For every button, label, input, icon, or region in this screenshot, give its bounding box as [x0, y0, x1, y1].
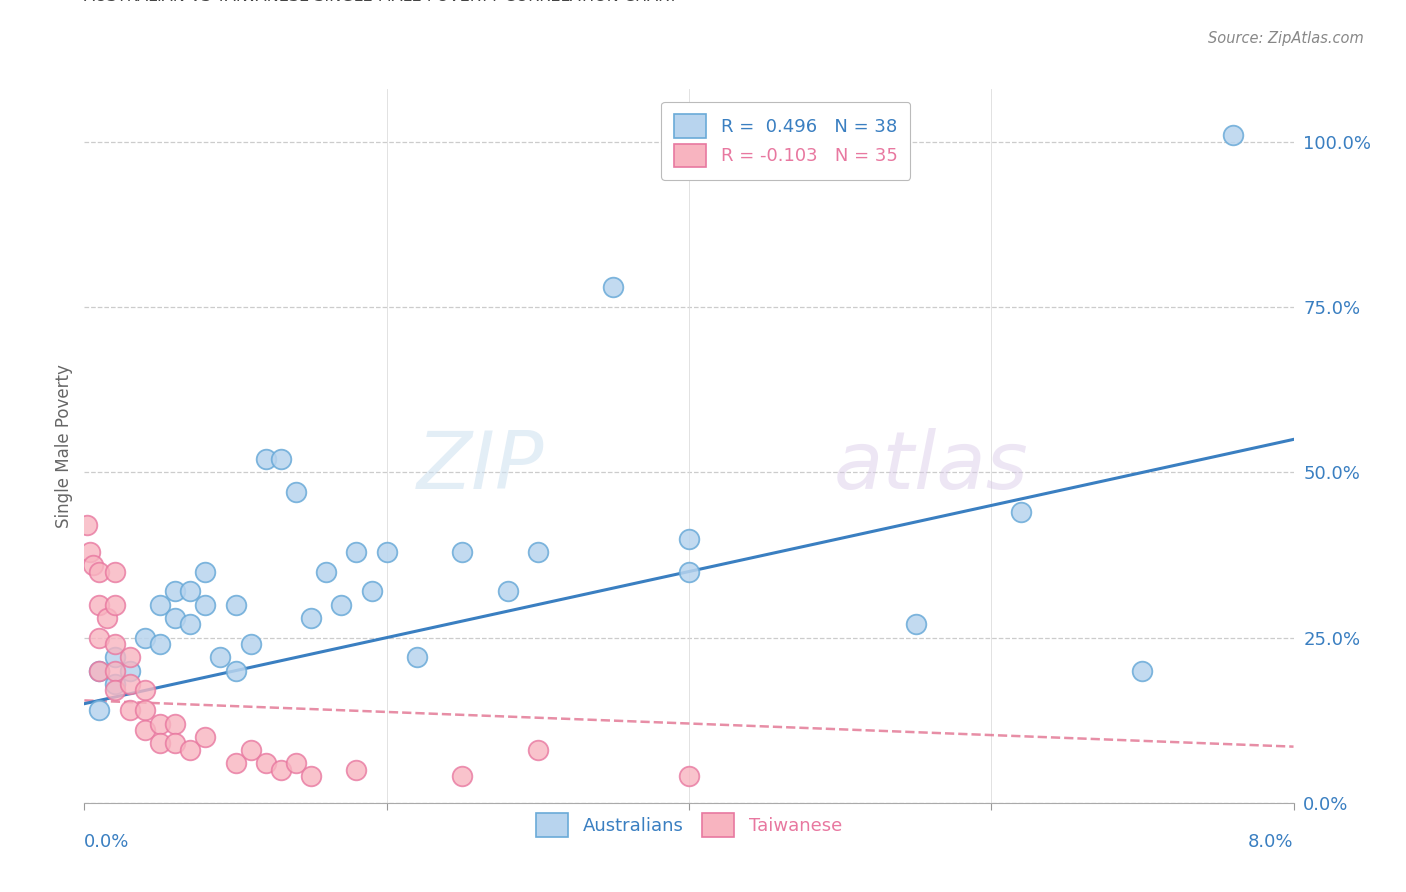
Point	[330, 598, 353, 612]
Point	[678, 769, 700, 783]
Point	[82, 558, 104, 572]
Point	[165, 736, 187, 750]
Point	[89, 598, 111, 612]
Text: 0.0%: 0.0%	[84, 833, 129, 851]
Point	[254, 452, 277, 467]
Point	[118, 703, 141, 717]
Point	[179, 617, 201, 632]
Point	[527, 743, 550, 757]
Point	[270, 763, 292, 777]
Point	[79, 545, 101, 559]
Point	[315, 565, 337, 579]
Point	[239, 743, 262, 757]
Point	[270, 452, 292, 467]
Point	[134, 683, 156, 698]
Point	[89, 631, 111, 645]
Point	[149, 716, 172, 731]
Point	[225, 664, 247, 678]
Point	[179, 743, 201, 757]
Text: AUSTRALIAN VS TAIWANESE SINGLE MALE POVERTY CORRELATION CHART: AUSTRALIAN VS TAIWANESE SINGLE MALE POVE…	[84, 0, 678, 4]
Point	[104, 565, 127, 579]
Point	[346, 545, 368, 559]
Point	[104, 637, 127, 651]
Point	[1222, 128, 1244, 143]
Point	[134, 703, 156, 717]
Point	[496, 584, 519, 599]
Point	[89, 664, 111, 678]
Point	[165, 611, 187, 625]
Point	[165, 584, 187, 599]
Point	[179, 584, 201, 599]
Text: 8.0%: 8.0%	[1249, 833, 1294, 851]
Point	[299, 769, 322, 783]
Point	[451, 545, 474, 559]
Point	[89, 703, 111, 717]
Point	[1011, 505, 1033, 519]
Point	[451, 769, 474, 783]
Point	[194, 565, 217, 579]
Point	[89, 565, 111, 579]
Point	[149, 736, 172, 750]
Point	[149, 637, 172, 651]
Point	[678, 565, 700, 579]
Point	[360, 584, 382, 599]
Point	[104, 598, 127, 612]
Text: atlas: atlas	[834, 428, 1029, 507]
Point	[209, 650, 232, 665]
Point	[299, 611, 322, 625]
Point	[225, 598, 247, 612]
Point	[118, 650, 141, 665]
Point	[346, 763, 368, 777]
Point	[406, 650, 429, 665]
Point	[96, 611, 118, 625]
Legend: Australians, Taiwanese: Australians, Taiwanese	[529, 806, 849, 844]
Point	[285, 485, 308, 500]
Point	[239, 637, 262, 651]
Point	[194, 598, 217, 612]
Point	[254, 756, 277, 771]
Point	[104, 677, 127, 691]
Point	[527, 545, 550, 559]
Point	[104, 683, 127, 698]
Point	[602, 280, 624, 294]
Point	[375, 545, 398, 559]
Y-axis label: Single Male Poverty: Single Male Poverty	[55, 364, 73, 528]
Point	[104, 650, 127, 665]
Point	[118, 677, 141, 691]
Point	[678, 532, 700, 546]
Point	[225, 756, 247, 771]
Text: Source: ZipAtlas.com: Source: ZipAtlas.com	[1208, 31, 1364, 46]
Point	[89, 664, 111, 678]
Point	[76, 518, 98, 533]
Point	[104, 664, 127, 678]
Point	[134, 631, 156, 645]
Point	[1132, 664, 1154, 678]
Point	[165, 716, 187, 731]
Point	[118, 664, 141, 678]
Point	[904, 617, 927, 632]
Point	[194, 730, 217, 744]
Point	[134, 723, 156, 738]
Text: ZIP: ZIP	[416, 428, 544, 507]
Point	[149, 598, 172, 612]
Point	[285, 756, 308, 771]
